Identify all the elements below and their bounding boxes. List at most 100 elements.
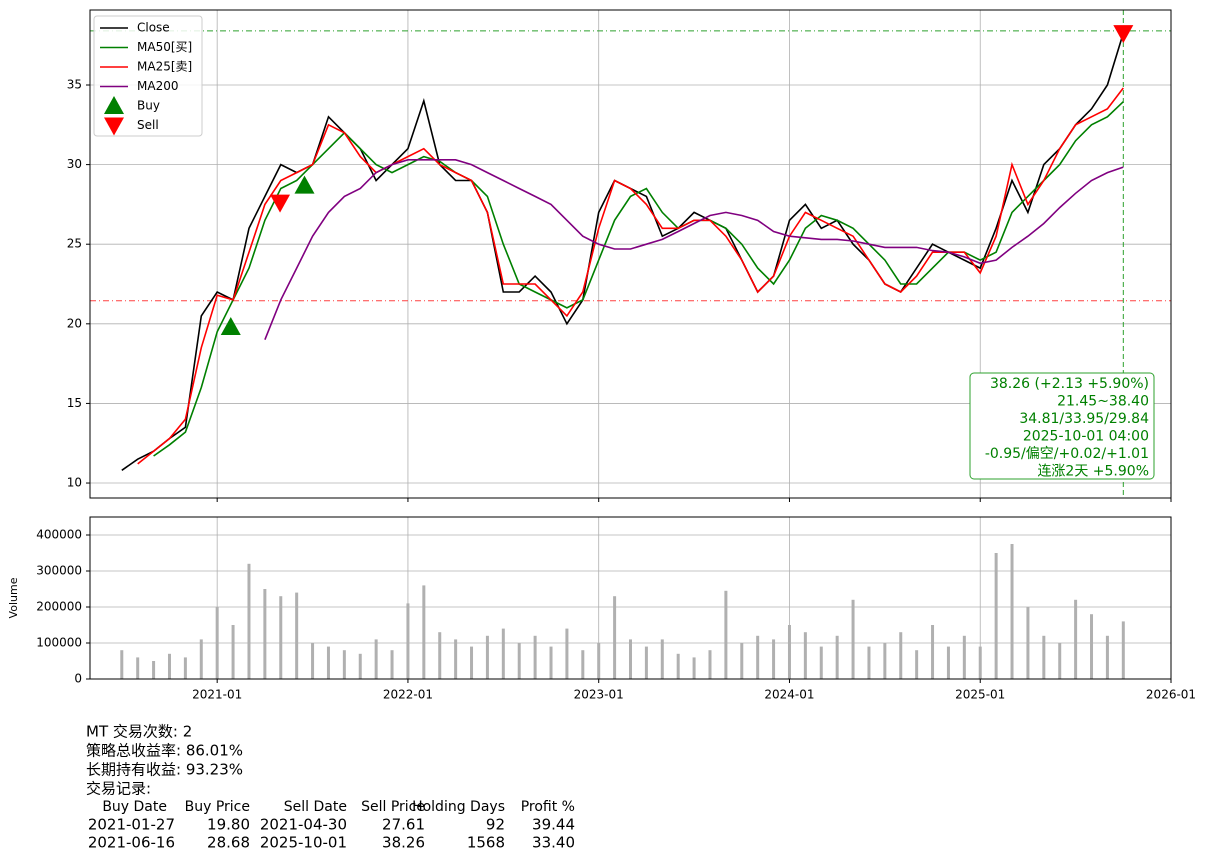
volume-bar bbox=[517, 643, 521, 679]
table-cell: 2021-01-27 bbox=[88, 816, 175, 834]
volume-bar bbox=[883, 643, 887, 679]
info-text: -0.95/偏空/+0.02/+1.01 bbox=[985, 446, 1149, 462]
y-tick-label: 25 bbox=[67, 237, 82, 251]
volume-bar bbox=[835, 635, 839, 679]
volume-bar bbox=[342, 650, 346, 679]
volume-bar bbox=[406, 603, 410, 679]
table-cell: 2021-06-16 bbox=[88, 834, 175, 852]
volume-bar bbox=[867, 646, 871, 679]
legend-box bbox=[93, 15, 203, 137]
x-tick-label: 2022-01 bbox=[383, 688, 433, 702]
x-tick-label: 2024-01 bbox=[764, 688, 814, 702]
x-tick-label: 2023-01 bbox=[574, 688, 624, 702]
volume-bar bbox=[899, 632, 903, 679]
y-tick-label: 100000 bbox=[36, 636, 82, 650]
legend-label: Sell bbox=[137, 118, 159, 132]
table-header: Buy Price bbox=[185, 799, 250, 815]
volume-bar bbox=[374, 639, 378, 679]
volume-bar bbox=[803, 632, 807, 679]
trade-marker bbox=[294, 175, 315, 194]
volume-bar bbox=[787, 625, 791, 679]
trade-marker bbox=[270, 194, 291, 213]
volume-bar bbox=[772, 639, 776, 679]
price-line bbox=[137, 87, 1124, 465]
volume-bar bbox=[549, 646, 553, 679]
x-tick-label: 2021-01 bbox=[192, 688, 242, 702]
legend-swatch bbox=[104, 96, 124, 114]
volume-bar bbox=[613, 596, 617, 679]
volume-bar bbox=[167, 653, 171, 679]
legend-label: MA200 bbox=[137, 79, 178, 93]
table-header: Buy Date bbox=[102, 799, 167, 815]
table-cell: 38.26 bbox=[382, 834, 425, 852]
x-tick-label: 2025-01 bbox=[955, 688, 1005, 702]
table-header: Profit % bbox=[521, 799, 575, 815]
volume-bar bbox=[581, 650, 585, 679]
volume-bar bbox=[422, 585, 426, 679]
volume-bar bbox=[120, 650, 124, 679]
plot-frame bbox=[89, 9, 1172, 499]
legend-label: Buy bbox=[137, 99, 160, 113]
y-tick-label: 35 bbox=[67, 77, 82, 91]
y-tick-label: 300000 bbox=[36, 564, 82, 578]
y-tick-label: 200000 bbox=[36, 600, 82, 614]
volume-bar bbox=[438, 632, 442, 679]
summary-line: 交易记录: bbox=[86, 780, 151, 798]
volume-bar bbox=[915, 650, 919, 679]
volume-bar bbox=[1010, 544, 1014, 679]
volume-bar bbox=[231, 625, 235, 679]
table-header: Holding Days bbox=[412, 799, 505, 815]
summary-line: 长期持有收益: 93.23% bbox=[86, 761, 243, 779]
table-cell: 27.61 bbox=[382, 816, 425, 834]
volume-bar bbox=[756, 635, 760, 679]
volume-bar bbox=[183, 657, 187, 679]
volume-bar bbox=[247, 563, 251, 679]
info-text: 21.45~38.40 bbox=[1057, 394, 1149, 410]
volume-bar bbox=[851, 599, 855, 679]
summary-line: MT 交易次数: 2 bbox=[86, 723, 192, 741]
volume-bar bbox=[1042, 635, 1046, 679]
info-text: 38.26 (+2.13 +5.90%) bbox=[990, 376, 1149, 392]
table-header: Sell Price bbox=[361, 799, 425, 815]
volume-bar bbox=[501, 628, 505, 679]
volume-bar bbox=[152, 661, 156, 679]
table-cell: 33.40 bbox=[532, 834, 575, 852]
volume-bar bbox=[931, 625, 935, 679]
table-cell: 39.44 bbox=[532, 816, 575, 834]
volume-bar bbox=[1026, 607, 1030, 679]
legend-label: Close bbox=[137, 21, 170, 35]
table-cell: 2021-04-30 bbox=[260, 816, 347, 834]
table-cell: 19.80 bbox=[207, 816, 250, 834]
summary-line: 策略总收益率: 86.01% bbox=[86, 742, 243, 760]
legend-label: MA25[卖] bbox=[137, 60, 192, 74]
volume-bar bbox=[1121, 621, 1125, 679]
volume-bar bbox=[215, 607, 219, 679]
table-cell: 28.68 bbox=[207, 834, 250, 852]
volume-bar bbox=[1105, 635, 1109, 679]
volume-bar bbox=[390, 650, 394, 679]
volume-bar bbox=[358, 653, 362, 679]
table-cell: 2025-10-01 bbox=[260, 834, 347, 852]
legend-swatch bbox=[104, 117, 124, 136]
volume-bar bbox=[819, 646, 823, 679]
y-tick-label: 0 bbox=[74, 672, 82, 686]
volume-bar bbox=[326, 646, 330, 679]
volume-bar bbox=[644, 646, 648, 679]
volume-bar bbox=[962, 635, 966, 679]
volume-bar bbox=[1058, 643, 1062, 679]
volume-bar bbox=[946, 646, 950, 679]
volume-bar bbox=[676, 653, 680, 679]
y-tick-label: 20 bbox=[67, 316, 82, 330]
volume-bar bbox=[660, 639, 664, 679]
volume-bar bbox=[263, 589, 267, 679]
info-text: 连涨2天 +5.90% bbox=[1037, 464, 1149, 480]
volume-bar bbox=[1090, 614, 1094, 679]
plot-frame bbox=[89, 516, 1172, 680]
info-box bbox=[969, 372, 1155, 480]
x-tick-label: 2026-01 bbox=[1146, 688, 1196, 702]
volume-bar bbox=[311, 643, 315, 679]
y-tick-label: 10 bbox=[67, 476, 82, 490]
table-cell: 1568 bbox=[467, 834, 505, 852]
volume-bar bbox=[279, 596, 283, 679]
y-tick-label: 15 bbox=[67, 396, 82, 410]
